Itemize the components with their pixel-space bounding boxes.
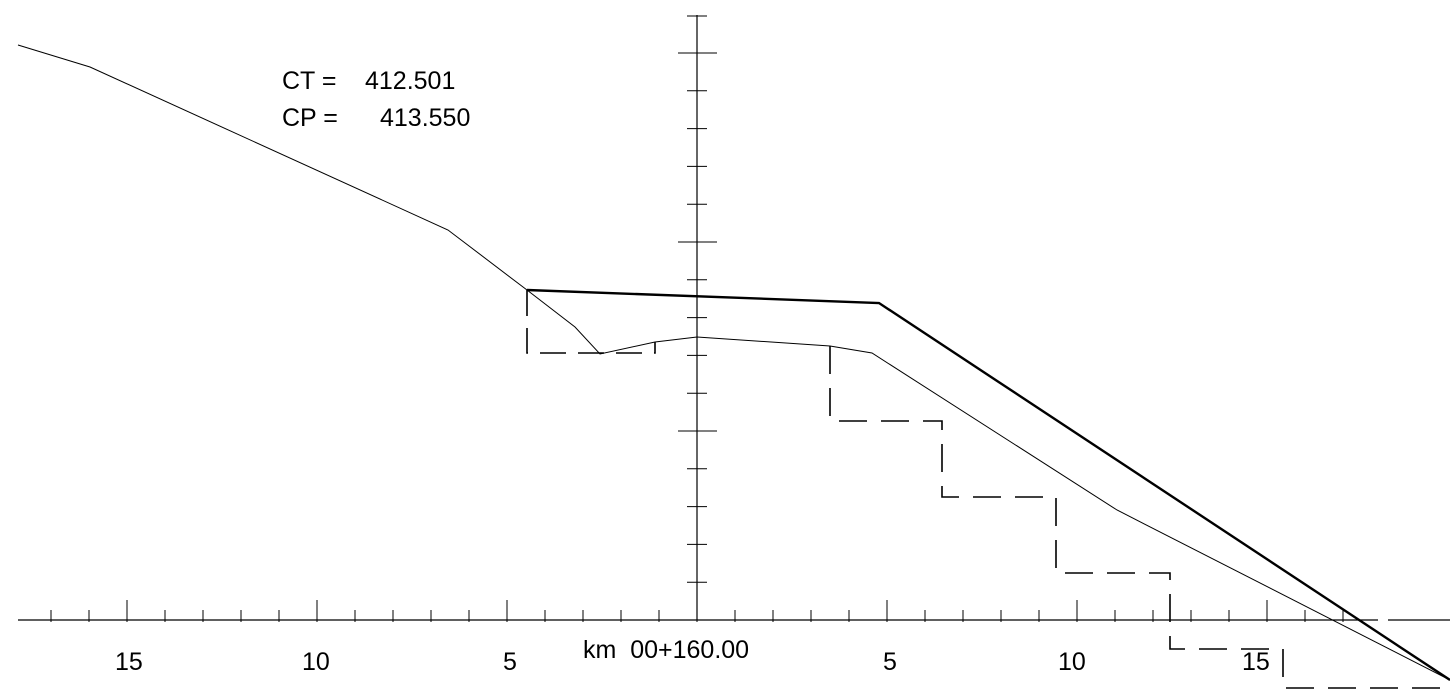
cp-value: 413.550 <box>380 104 471 132</box>
tick-label-right-15: 15 <box>1242 648 1270 676</box>
excavation-dashed-right <box>829 346 1450 689</box>
tick-label-right-5: 5 <box>883 648 897 676</box>
tick-label-left-5: 5 <box>503 648 517 676</box>
ct-value: 412.501 <box>365 67 456 95</box>
proposed-grade-line <box>526 288 1450 682</box>
cp-label: CP = <box>282 104 338 132</box>
tick-label-left-15: 15 <box>115 648 143 676</box>
horizontal-axis-ticks <box>50 600 1344 622</box>
tick-label-right-10: 10 <box>1058 648 1086 676</box>
tick-label-left-10: 10 <box>302 648 330 676</box>
station-label: km 00+160.00 <box>583 636 750 664</box>
ct-label: CT = <box>282 67 337 95</box>
excavation-dashed-left <box>526 290 656 354</box>
terrain-line <box>17 44 1450 681</box>
vertical-axis-ticks <box>678 15 717 621</box>
